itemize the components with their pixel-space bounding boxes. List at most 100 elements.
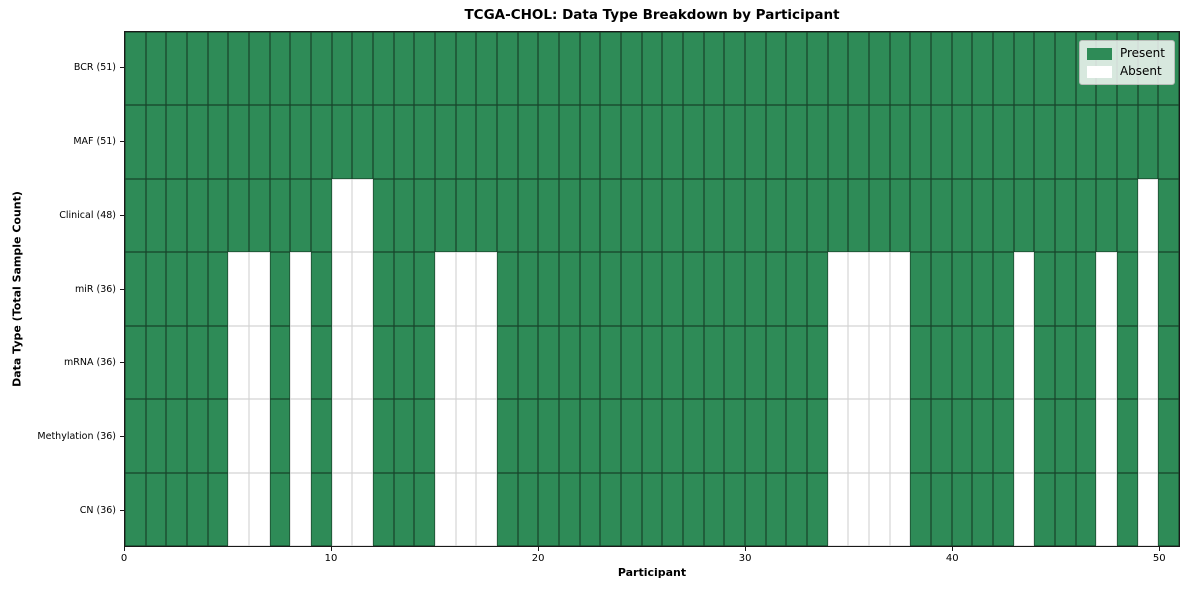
matrix-cell — [228, 178, 249, 253]
matrix-cell — [290, 105, 311, 179]
matrix-cell — [868, 105, 890, 179]
y-tick-mark — [120, 288, 124, 290]
matrix-cell — [455, 178, 477, 253]
matrix-cell — [476, 252, 497, 326]
matrix-cell — [1096, 178, 1117, 253]
matrix-cell — [186, 325, 208, 400]
matrix-cell — [310, 32, 332, 106]
matrix-cell — [848, 105, 869, 179]
matrix-cell — [372, 325, 394, 400]
matrix-cell — [786, 32, 807, 106]
matrix-cell — [682, 399, 704, 473]
matrix-cell — [496, 252, 518, 326]
matrix-cell — [310, 399, 332, 473]
matrix-cell — [662, 252, 683, 326]
matrix-cell — [1034, 32, 1055, 106]
legend-label: Present — [1119, 46, 1165, 60]
matrix-cell — [1075, 252, 1097, 326]
matrix-cell — [620, 178, 642, 253]
matrix-cell — [269, 325, 291, 400]
matrix-cell — [455, 32, 477, 106]
matrix-cell — [1013, 472, 1035, 546]
matrix-cell — [1013, 325, 1035, 400]
matrix-cell — [248, 252, 270, 326]
matrix-cell — [1158, 178, 1179, 253]
matrix-cell — [372, 472, 394, 546]
x-tick-mark — [330, 547, 332, 551]
matrix-cell — [125, 399, 146, 473]
matrix-cell — [910, 178, 931, 253]
matrix-cell — [579, 105, 601, 179]
matrix-cell — [1158, 252, 1179, 326]
matrix-cell — [1054, 325, 1076, 400]
matrix-cell — [744, 252, 766, 326]
matrix-cell — [827, 178, 849, 253]
matrix-cell — [517, 472, 539, 546]
matrix-cell — [806, 399, 828, 473]
matrix-cell — [806, 472, 828, 546]
x-tick-mark — [123, 547, 125, 551]
matrix-cell — [434, 32, 456, 106]
matrix-cell — [248, 399, 270, 473]
matrix-cell — [620, 325, 642, 400]
matrix-cell — [228, 472, 249, 546]
matrix-cell — [476, 325, 497, 400]
matrix-cell — [414, 105, 435, 179]
matrix-cell — [310, 105, 332, 179]
matrix-cell — [1096, 472, 1117, 546]
matrix-cell — [1034, 178, 1055, 253]
matrix-cell — [889, 105, 911, 179]
x-tick-label: 50 — [1152, 553, 1166, 564]
matrix-cell — [248, 105, 270, 179]
matrix-cell — [352, 32, 373, 106]
x-tick-mark — [744, 547, 746, 551]
matrix-cell — [455, 325, 477, 400]
matrix-cell — [517, 105, 539, 179]
matrix-cell — [786, 178, 807, 253]
matrix-cell — [331, 399, 353, 473]
x-tick-label: 40 — [945, 553, 959, 564]
matrix-cell — [248, 472, 270, 546]
matrix-cell — [806, 252, 828, 326]
matrix-cell — [662, 32, 683, 106]
matrix-cell — [1116, 325, 1138, 400]
matrix-cell — [414, 32, 435, 106]
matrix-cell — [703, 105, 725, 179]
matrix-cell — [579, 399, 601, 473]
matrix-cell — [1137, 472, 1159, 546]
matrix-cell — [1054, 178, 1076, 253]
matrix-cell — [166, 252, 187, 326]
matrix-cell — [517, 252, 539, 326]
matrix-cell — [682, 178, 704, 253]
matrix-cell — [827, 105, 849, 179]
x-tick-label: 20 — [531, 553, 545, 564]
y-tick-label: miR (36) — [74, 283, 116, 295]
matrix-cell — [930, 325, 952, 400]
y-tick-label: BCR (51) — [73, 62, 116, 74]
matrix-cell — [207, 252, 229, 326]
matrix-cell — [992, 178, 1014, 253]
matrix-cell — [848, 399, 869, 473]
matrix-cell — [930, 32, 952, 106]
matrix-cell — [393, 178, 415, 253]
matrix-cell — [703, 252, 725, 326]
matrix-cell — [1096, 399, 1117, 473]
y-tick-mark — [120, 214, 124, 216]
matrix-cell — [455, 252, 477, 326]
matrix-cell — [125, 32, 146, 106]
matrix-cell — [414, 472, 435, 546]
matrix-cell — [662, 178, 683, 253]
matrix-cell — [538, 178, 559, 253]
matrix-cell — [703, 472, 725, 546]
legend: Present Absent — [1078, 40, 1175, 85]
matrix-cell — [1054, 32, 1076, 106]
matrix-cell — [600, 32, 621, 106]
matrix-cell — [868, 472, 890, 546]
matrix-cell — [765, 399, 787, 473]
matrix-cell — [434, 252, 456, 326]
matrix-cell — [166, 472, 187, 546]
matrix-cell — [992, 105, 1014, 179]
matrix-cell — [393, 472, 415, 546]
matrix-cell — [992, 32, 1014, 106]
matrix-cell — [455, 472, 477, 546]
